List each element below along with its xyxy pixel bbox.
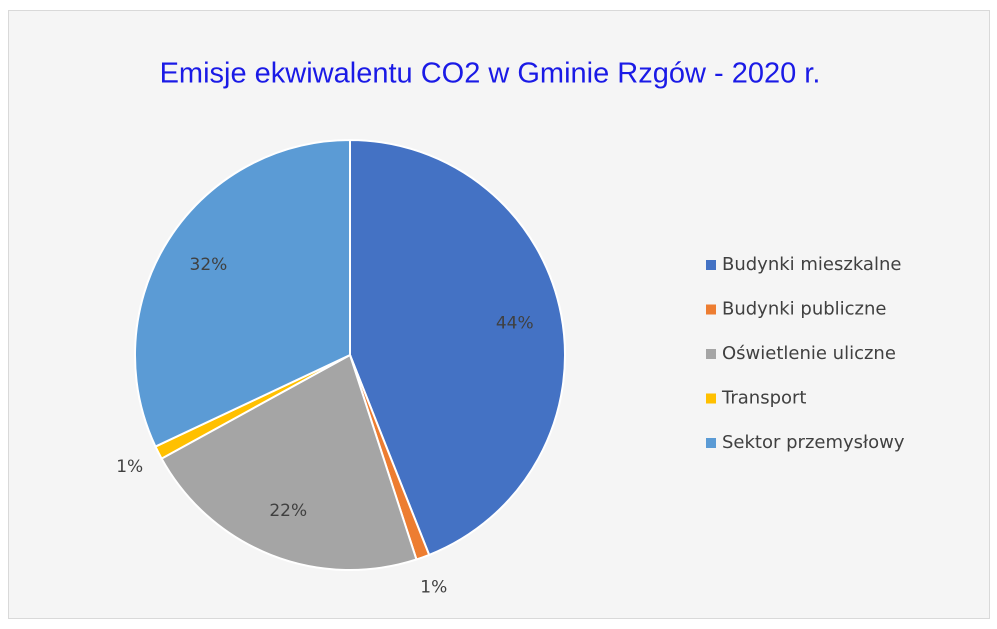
legend-label: Oświetlenie uliczne: [722, 343, 896, 364]
legend-label: Sektor przemysłowy: [722, 432, 905, 453]
legend-swatch: [706, 304, 716, 315]
pie-slice: [160, 353, 418, 571]
data-label: 32%: [190, 255, 228, 275]
pie-slice: [134, 138, 351, 448]
legend-swatch: [706, 393, 716, 404]
legend-label: Budynki publiczne: [722, 299, 886, 320]
legend-swatch: [706, 438, 716, 448]
legend-swatch: [706, 349, 716, 359]
data-label: 1%: [420, 578, 447, 598]
data-label: 44%: [496, 314, 534, 334]
pie-slice: [349, 138, 566, 557]
legend-label: Budynki mieszkalne: [722, 254, 901, 275]
data-label: 22%: [269, 501, 307, 521]
chart-title: Emisje ekwiwalentu CO2 w Gminie Rzgów - …: [160, 58, 821, 90]
legend-label: Transport: [721, 388, 806, 409]
legend-swatch: [706, 260, 716, 270]
data-label: 1%: [116, 457, 143, 477]
